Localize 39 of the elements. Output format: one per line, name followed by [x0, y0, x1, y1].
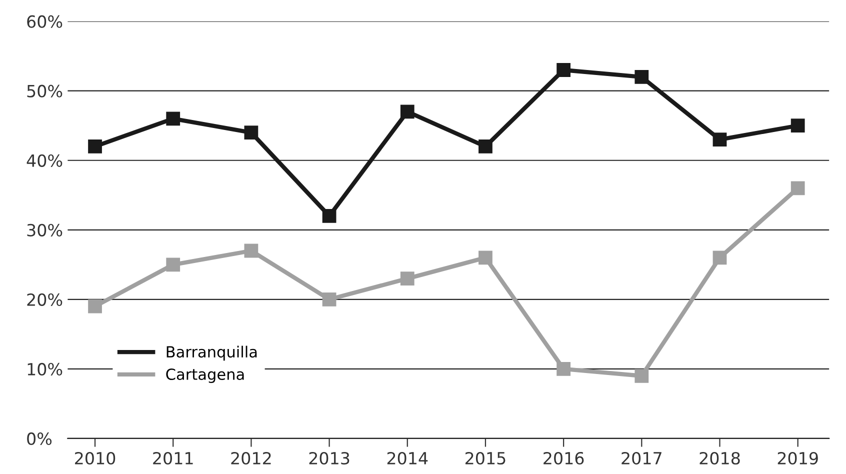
point — [322, 292, 336, 306]
x-tick-label: 2018 — [700, 452, 740, 465]
point — [166, 258, 180, 272]
point — [478, 140, 492, 154]
point — [790, 118, 805, 133]
legend-label: Cartagena — [166, 368, 244, 383]
y-tick-label: 60% — [27, 15, 62, 28]
x-tick-label: 2011 — [153, 452, 193, 465]
point — [166, 112, 180, 126]
point — [244, 244, 258, 258]
x-tick-label: 2016 — [544, 452, 584, 465]
point — [88, 299, 102, 314]
point — [790, 181, 805, 196]
x-tick-label: 2017 — [622, 452, 662, 465]
y-tick-label: 50% — [27, 84, 62, 98]
point — [556, 63, 571, 77]
point — [88, 140, 102, 154]
x-tick-label: 2015 — [465, 452, 506, 465]
y-tick-label: 20% — [27, 293, 62, 306]
point — [322, 209, 336, 223]
x-tick-label: 2010 — [75, 452, 116, 465]
point — [712, 250, 727, 265]
point — [634, 70, 649, 84]
point — [244, 126, 258, 140]
point — [556, 362, 571, 376]
y-tick-label: 40% — [26, 154, 62, 167]
x-tick-label: 2013 — [309, 452, 350, 465]
x-tick-label: 2014 — [387, 452, 428, 465]
point — [712, 132, 727, 146]
y-tick-label: 30% — [27, 224, 62, 236]
point — [400, 104, 414, 119]
x-tick-label: 2012 — [231, 452, 271, 465]
point — [634, 368, 649, 383]
legend-label: Barranquilla — [166, 346, 257, 361]
point — [478, 250, 492, 265]
point — [400, 272, 414, 286]
y-tick-label: 10% — [28, 362, 62, 376]
y-tick-label: 0% — [27, 432, 52, 446]
x-tick-label: 2019 — [778, 452, 818, 465]
